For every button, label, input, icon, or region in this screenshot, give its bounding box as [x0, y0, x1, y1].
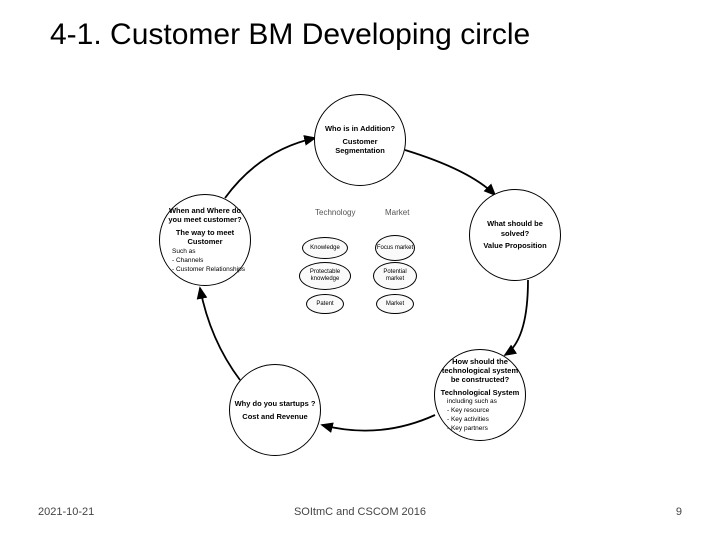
footer-page-number: 9	[676, 506, 682, 518]
mini-circle: Protectable knowledge	[299, 262, 351, 290]
footer-date: 2021-10-21	[38, 506, 94, 518]
node-answer: The way to meet Customer	[164, 228, 246, 247]
node-tech: How should the technological system be c…	[434, 349, 526, 441]
node-subline: - Key activities	[439, 416, 521, 424]
node-subline: - Customer Relationships	[164, 266, 246, 274]
bm-circle-diagram: Who is in Addition? Customer Segmentation…	[130, 90, 590, 480]
arrow-meet-to-segmentation	[225, 138, 315, 198]
node-value: What should be solved? Value Proposition	[469, 189, 561, 281]
node-subline: Such as	[164, 248, 246, 256]
node-answer: Technological System	[441, 388, 520, 397]
center-label: Market	[385, 208, 409, 217]
mini-circle: Knowledge	[302, 237, 348, 259]
node-question: When and Where do you meet customer?	[164, 206, 246, 225]
arrow-tech-to-cost	[322, 415, 435, 431]
node-subline: - Channels	[164, 257, 246, 265]
node-answer: Customer Segmentation	[319, 137, 401, 156]
node-answer: Value Proposition	[483, 241, 546, 250]
node-subline: - Key resource	[439, 407, 521, 415]
node-subline: including such as	[439, 398, 521, 406]
node-subline: - Key partners	[439, 425, 521, 433]
title-suffix: BM Developing circle	[248, 18, 530, 51]
node-segmentation: Who is in Addition? Customer Segmentation	[314, 94, 406, 186]
arrow-value-to-tech	[505, 280, 528, 355]
mini-circle: Potential market	[373, 262, 417, 290]
arrow-segmentation-to-value	[405, 150, 495, 195]
node-question: How should the technological system be c…	[439, 357, 521, 385]
mini-circle: Market	[376, 294, 414, 314]
footer-source: SOItmC and CSCOM 2016	[294, 506, 426, 518]
node-meet: When and Where do you meet customer? The …	[159, 194, 251, 286]
node-question: What should be solved?	[474, 219, 556, 238]
page-title: 4-1. Customer BM Developing circle	[50, 18, 530, 52]
node-answer: Cost and Revenue	[242, 412, 307, 421]
mini-circle: Focus market	[375, 235, 415, 261]
node-question: Why do you startups ?	[235, 399, 316, 408]
mini-circle: Patent	[306, 294, 344, 314]
node-question: Who is in Addition?	[325, 124, 395, 133]
node-cost: Why do you startups ? Cost and Revenue	[229, 364, 321, 456]
arrow-cost-to-meet	[200, 288, 240, 380]
center-label: Technology	[315, 208, 355, 217]
title-prefix: 4-1. Customer	[50, 18, 240, 51]
